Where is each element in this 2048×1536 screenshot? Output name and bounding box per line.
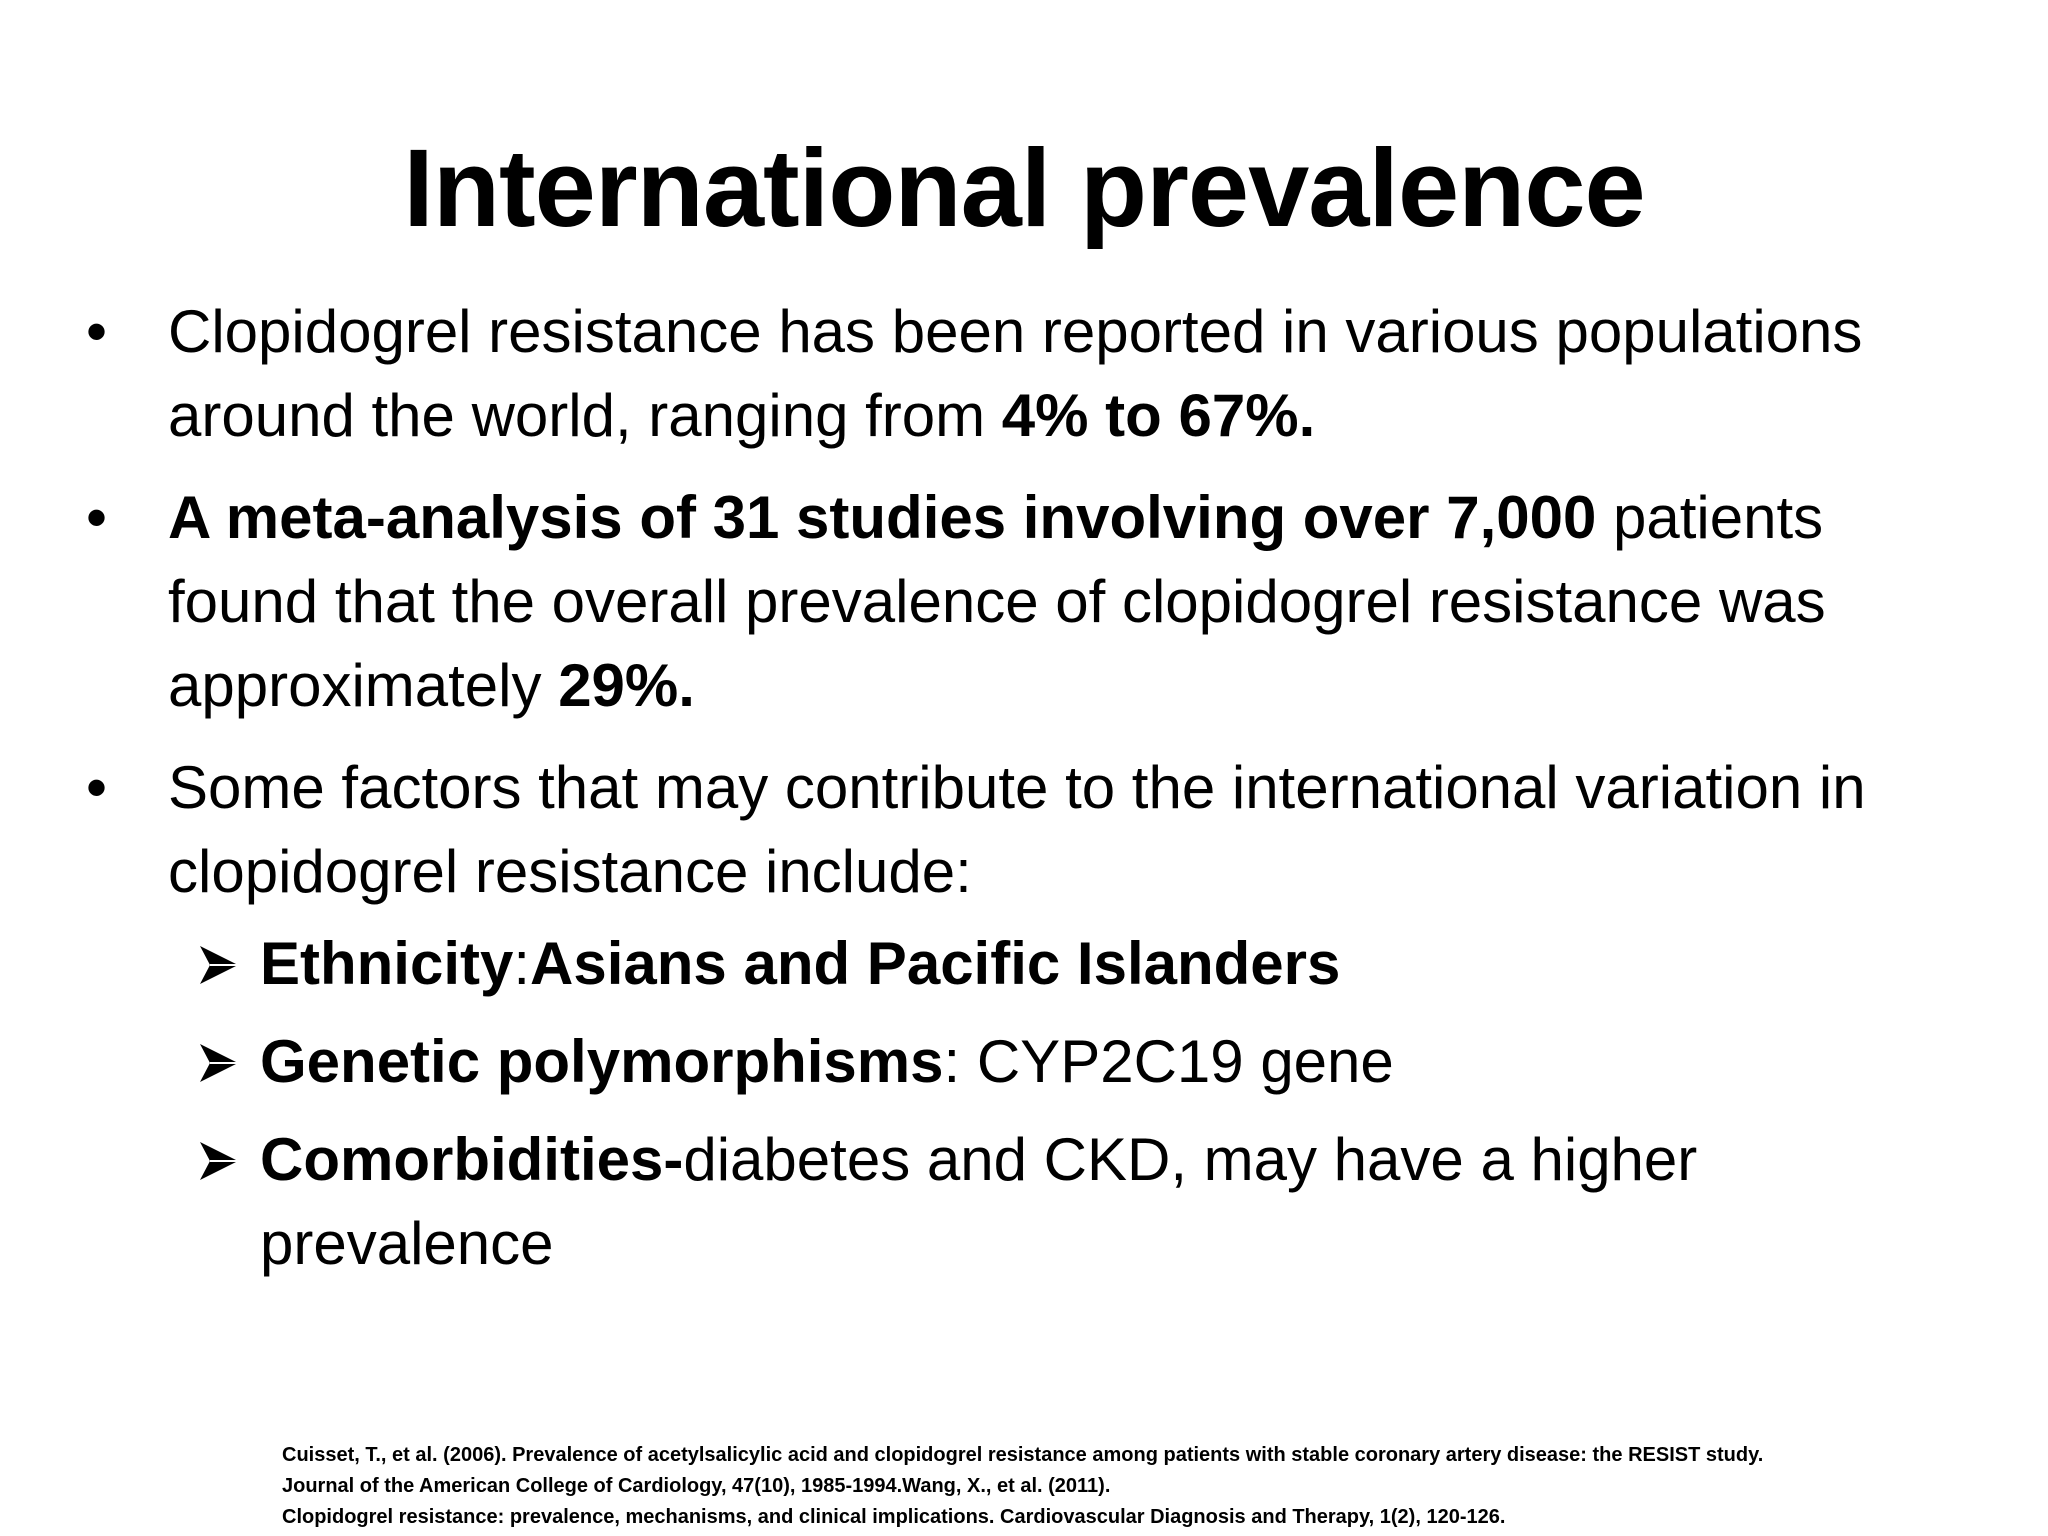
bullet-text: Some factors that may contribute to the … (168, 754, 1866, 905)
arrow-bullet-icon (200, 946, 238, 984)
references: Cuisset, T., et al. (2006). Prevalence o… (282, 1440, 2002, 1533)
slide-title: International prevalence (403, 127, 1645, 250)
sub-item-text: diabetes and CKD, may have a higher prev… (260, 1126, 1698, 1277)
bullet-bold-text: A meta-analysis of 31 studies involving … (168, 484, 1597, 551)
bullet-bold-text: 29%. (558, 652, 695, 719)
bullet-text: Clopidogrel resistance has been reported… (168, 298, 1863, 449)
arrow-bullet-icon (200, 1044, 238, 1082)
sub-item-bold: Genetic polymorphisms (260, 1028, 944, 1095)
bullet-item-factors: • Some factors that may contribute to th… (0, 746, 2048, 1286)
sub-bullet-list: Ethnicity:Asians and Pacific Islanders G… (168, 922, 1988, 1286)
bullet-list: • Clopidogrel resistance has been report… (0, 290, 2048, 1304)
sub-item-text: : CYP2C19 gene (943, 1028, 1394, 1095)
bullet-dot-icon: • (86, 484, 108, 551)
arrow-bullet-icon (200, 1142, 238, 1180)
bullet-item-prevalence-range: • Clopidogrel resistance has been report… (0, 290, 2048, 458)
bullet-bold-text: 4% to 67%. (1001, 382, 1316, 449)
bullet-dot-icon: • (86, 754, 108, 821)
sub-item-genetic: Genetic polymorphisms: CYP2C19 gene (0, 1020, 1988, 1104)
bullet-dot-icon: • (86, 298, 108, 365)
sub-item-ethnicity: Ethnicity:Asians and Pacific Islanders (0, 922, 1988, 1006)
sub-item-bold: Comorbidities- (260, 1126, 684, 1193)
bullet-item-meta-analysis: • A meta-analysis of 31 studies involvin… (0, 476, 2048, 728)
sub-item-text: : (513, 930, 531, 997)
sub-item-comorbidities: Comorbidities-diabetes and CKD, may have… (0, 1118, 1988, 1286)
reference-line: Journal of the American College of Cardi… (282, 1475, 1111, 1497)
reference-line: Clopidogrel resistance: prevalence, mech… (282, 1506, 1506, 1528)
reference-line: Cuisset, T., et al. (2006). Prevalence o… (282, 1444, 1764, 1466)
bullet-text: patients found that the overall prevalen… (168, 484, 1826, 719)
sub-item-bold: Asians and Pacific Islanders (530, 930, 1341, 997)
sub-item-bold: Ethnicity (260, 930, 514, 997)
